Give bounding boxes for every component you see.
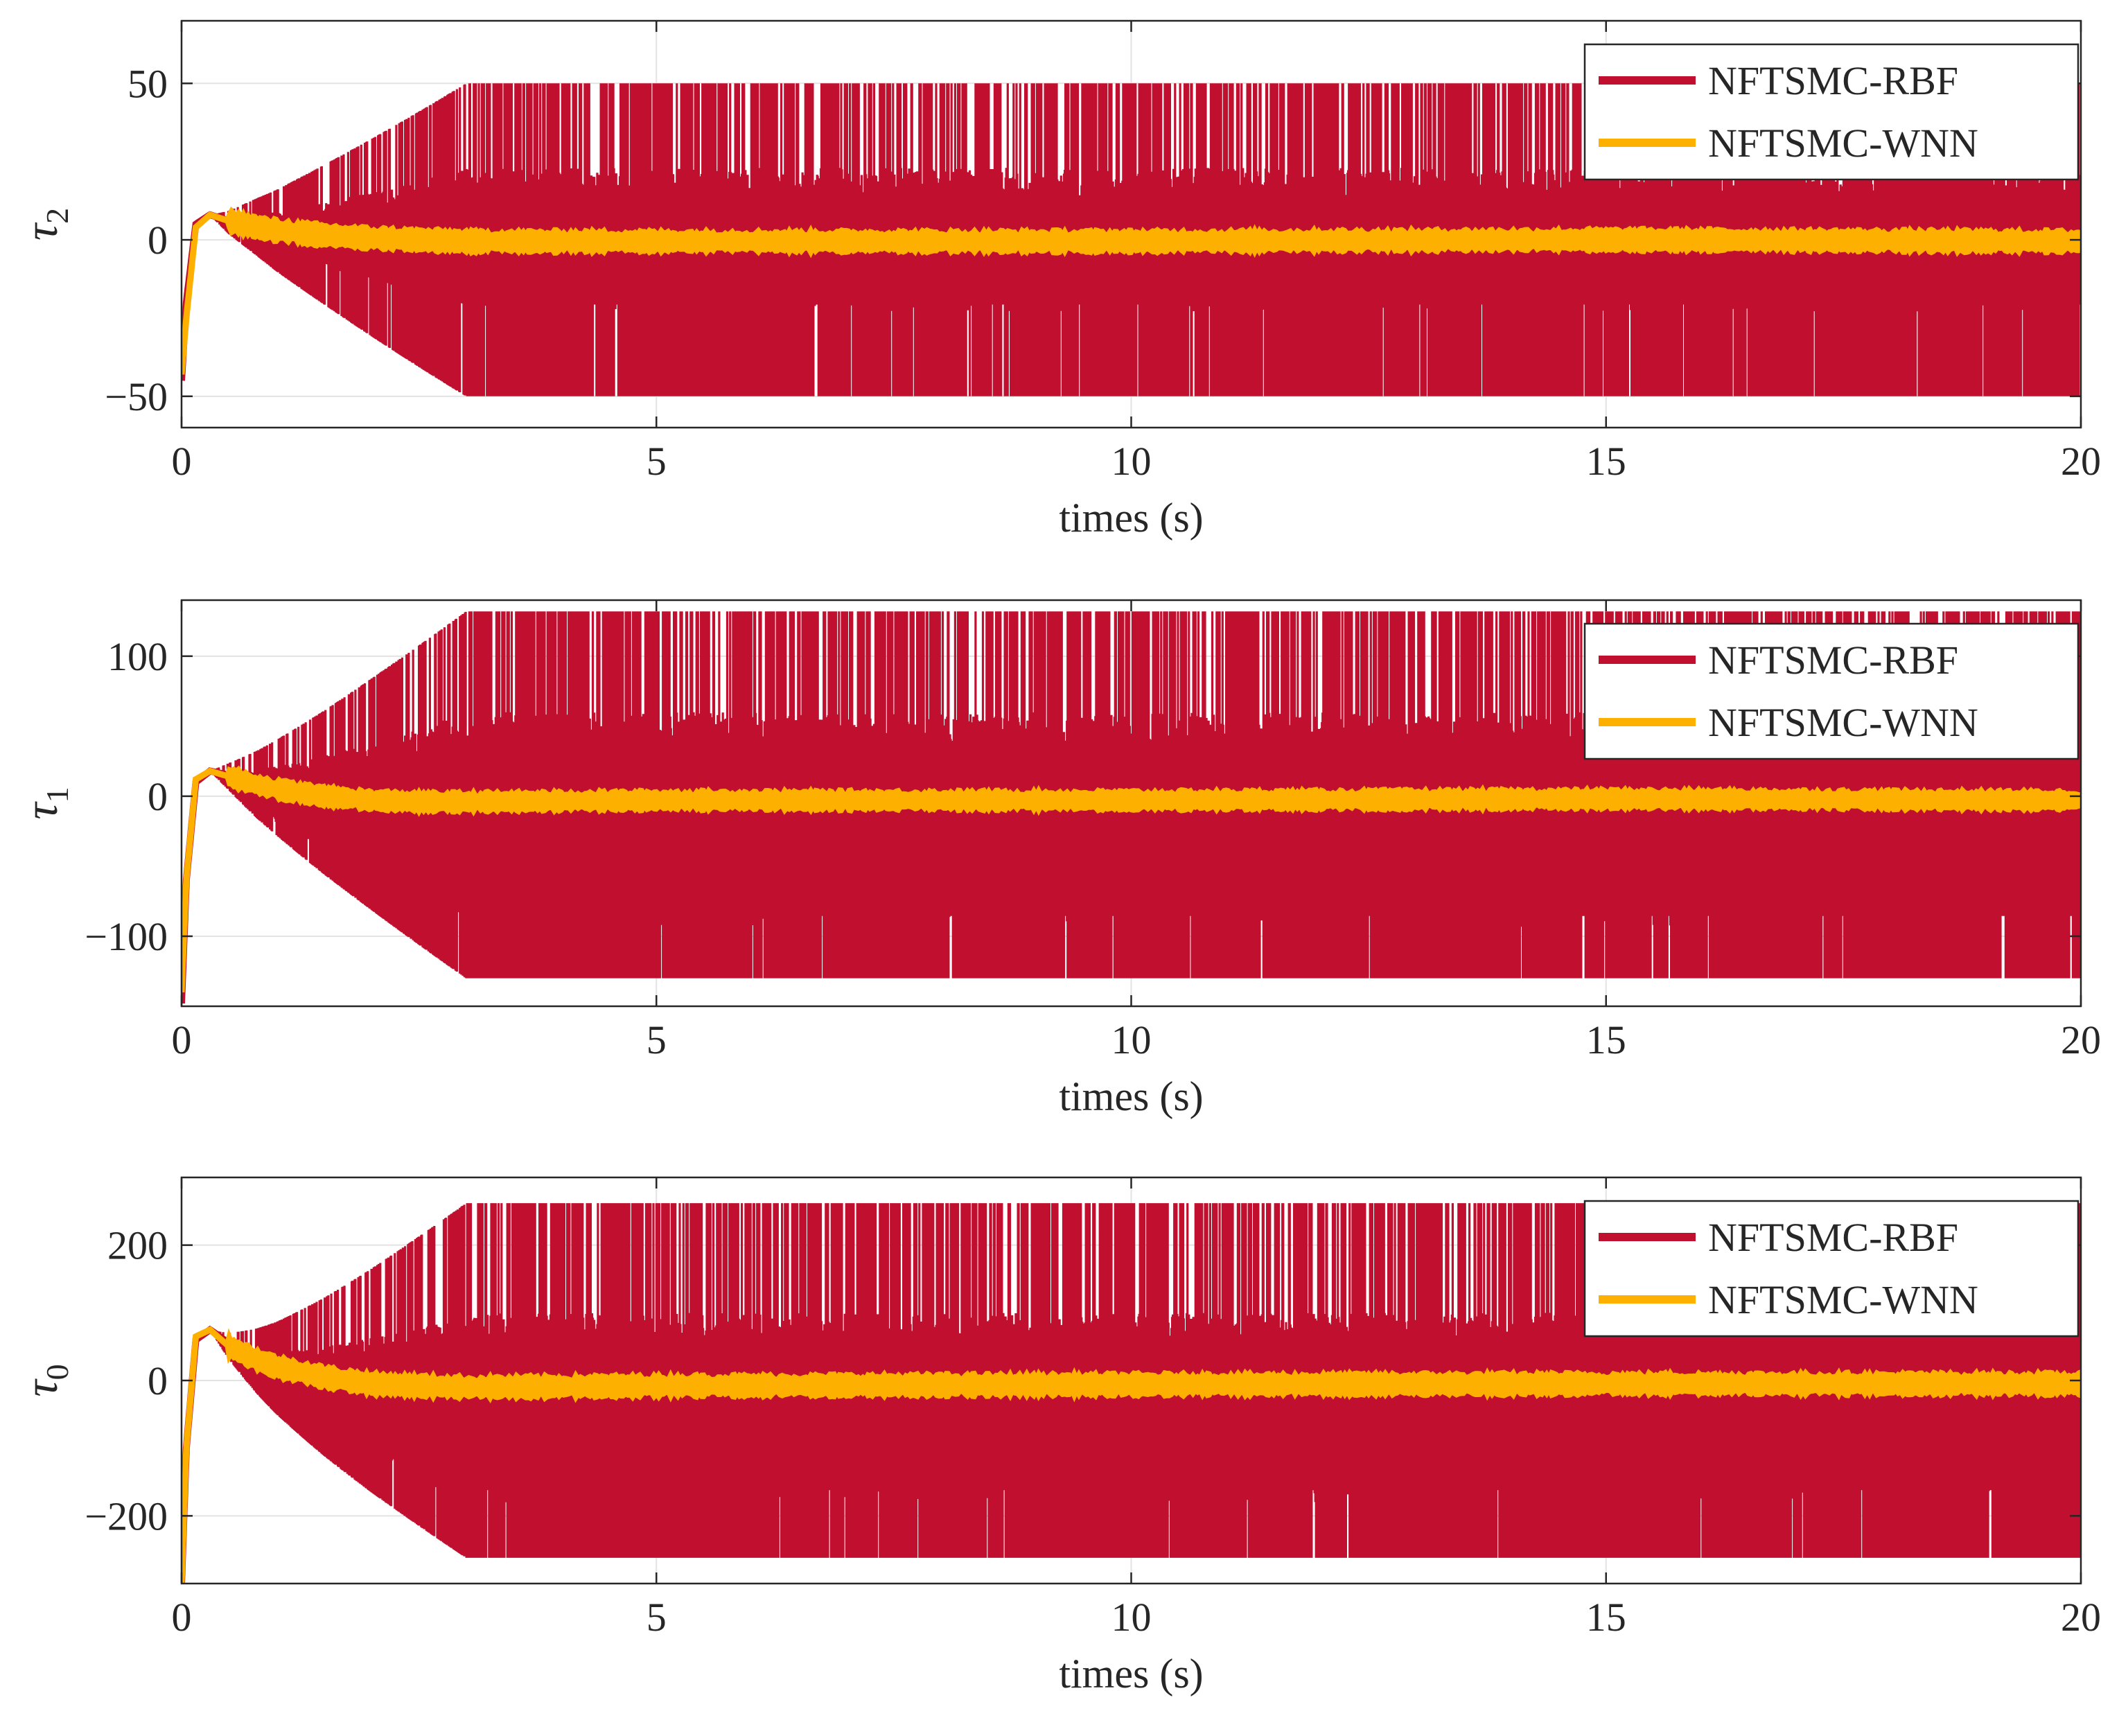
y-tick-label: −200: [85, 1493, 168, 1538]
series-nftsmc-wnn-band: [182, 765, 2081, 992]
y-axis-symbol: τ: [15, 222, 67, 240]
y-axis-subscript: 1: [39, 787, 75, 803]
y-axis-symbol: τ: [15, 801, 67, 820]
x-tick-label: 15: [1586, 1595, 1626, 1640]
x-tick-label: 20: [2061, 1017, 2101, 1062]
x-tick-label: 15: [1586, 439, 1626, 484]
y-tick-label: 0: [148, 1358, 168, 1403]
x-tick-label: 5: [647, 439, 667, 484]
y-tick-label: −100: [85, 914, 168, 959]
y-axis-symbol: τ: [15, 1378, 67, 1397]
legend-box: [1583, 1200, 2080, 1338]
x-tick-label: 10: [1111, 1595, 1152, 1640]
series-nftsmc-rbf-core: [182, 758, 2081, 1003]
legend: NFTSMC-RBF NFTSMC-WNN: [1583, 43, 2080, 181]
series-nftsmc-wnn-band: [182, 206, 2081, 375]
legend-label-nftsmc-rbf: NFTSMC-RBF: [1708, 638, 1958, 683]
x-tick-label: 0: [172, 439, 192, 484]
x-tick-label: 5: [647, 1595, 667, 1640]
legend: NFTSMC-RBF NFTSMC-WNN: [1583, 1200, 2080, 1338]
x-axis-label: times (s): [1059, 495, 1203, 541]
y-tick-label: 0: [148, 774, 168, 819]
legend: NFTSMC-RBF NFTSMC-WNN: [1583, 622, 2080, 760]
legend-box: [1583, 622, 2080, 760]
legend-label-nftsmc-rbf: NFTSMC-RBF: [1708, 58, 1958, 103]
y-axis-label: τ2: [15, 208, 75, 240]
x-tick-label: 10: [1111, 1017, 1152, 1062]
y-tick-label: 100: [107, 634, 168, 679]
plot-series: [182, 83, 2081, 396]
y-tick-label: 200: [107, 1223, 168, 1268]
legend-label-nftsmc-wnn: NFTSMC-WNN: [1708, 1277, 1978, 1322]
legend-label-nftsmc-wnn: NFTSMC-WNN: [1708, 121, 1978, 166]
series-nftsmc-wnn-transient: [182, 1326, 296, 1584]
legend-box: [1583, 43, 2080, 181]
y-axis-subscript: 0: [39, 1364, 75, 1380]
x-axis-label: times (s): [1059, 1073, 1203, 1119]
x-axis-label: times (s): [1059, 1651, 1203, 1696]
series-nftsmc-wnn-band: [182, 1327, 2081, 1584]
series-nftsmc-wnn-transient: [182, 767, 296, 992]
x-tick-label: 0: [172, 1595, 192, 1640]
y-axis-label: τ1: [15, 787, 75, 819]
plot-series: [182, 611, 2081, 1004]
legend-label-nftsmc-rbf: NFTSMC-RBF: [1708, 1215, 1958, 1260]
x-tick-label: 5: [647, 1017, 667, 1062]
x-tick-label: 10: [1111, 439, 1152, 484]
x-tick-label: 20: [2061, 1595, 2101, 1640]
x-tick-label: 0: [172, 1017, 192, 1062]
series-nftsmc-wnn-transient: [182, 211, 296, 375]
legend-label-nftsmc-wnn: NFTSMC-WNN: [1708, 700, 1978, 745]
y-tick-label: −50: [105, 374, 168, 419]
y-tick-label: 0: [148, 218, 168, 263]
y-axis-label: τ0: [15, 1364, 75, 1396]
plot-series: [182, 1203, 2081, 1584]
x-tick-label: 20: [2061, 439, 2101, 484]
y-tick-label: 50: [128, 61, 168, 106]
y-axis-subscript: 2: [39, 208, 75, 224]
x-tick-label: 15: [1586, 1017, 1626, 1062]
